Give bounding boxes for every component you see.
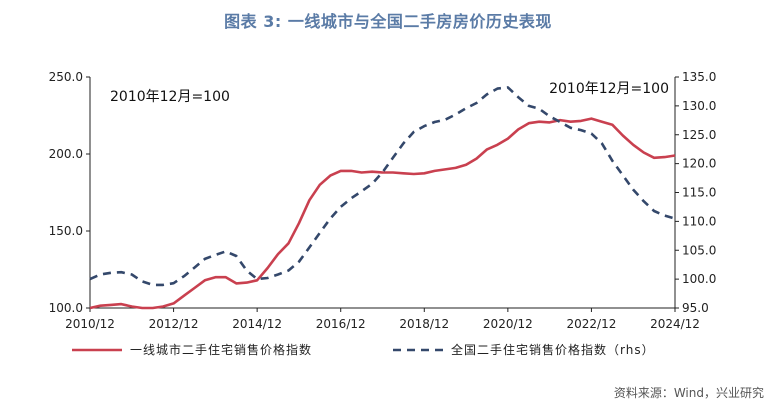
y-left-tick-label: 200.0 — [49, 147, 83, 161]
x-tick-label: 2016/12 — [316, 317, 366, 331]
x-tick-label: 2010/12 — [65, 317, 115, 331]
x-tick-label: 2020/12 — [483, 317, 533, 331]
x-tick-label: 2022/12 — [566, 317, 616, 331]
x-tick-label: 2018/12 — [399, 317, 449, 331]
annotation-left: 2010年12月=100 — [110, 89, 230, 105]
legend-label-0: 一线城市二手住宅销售价格指数 — [130, 342, 312, 357]
y-right-tick-label: 105.0 — [682, 243, 716, 257]
figure-title: 图表 3: 一线城市与全国二手房房价历史表现 — [224, 12, 552, 31]
chart-series-layer — [89, 86, 676, 310]
y-right-tick-label: 110.0 — [682, 214, 716, 228]
y-left-tick-label: 100.0 — [49, 301, 83, 315]
chart-legend: 一线城市二手住宅销售价格指数 全国二手住宅销售价格指数（rhs） — [72, 342, 655, 357]
y-right-tick-label: 125.0 — [682, 128, 716, 142]
x-tick-label: 2012/12 — [149, 317, 199, 331]
source-note: 资料来源：Wind，兴业研究 — [613, 386, 764, 400]
series-line-0 — [89, 117, 676, 310]
x-tick-label: 2024/12 — [650, 317, 700, 331]
chart-axes: 100.0 150.0 200.0 250.0 95.0 100.0 105.0 110.0 1… — [49, 70, 717, 331]
legend-label-1: 全国二手住宅销售价格指数（rhs） — [451, 342, 655, 357]
y-right-tick-label: 100.0 — [682, 272, 716, 286]
y-right-tick-label: 130.0 — [682, 99, 716, 113]
series-line-1 — [89, 86, 676, 287]
y-right-tick-label: 115.0 — [682, 186, 716, 200]
y-left-tick-label: 150.0 — [49, 224, 83, 238]
y-right-tick-label: 135.0 — [682, 70, 716, 84]
x-tick-label: 2014/12 — [232, 317, 282, 331]
y-right-tick-label: 120.0 — [682, 157, 716, 171]
y-right-tick-label: 95.0 — [682, 301, 709, 315]
y-left-tick-label: 250.0 — [49, 70, 83, 84]
annotation-right: 2010年12月=100 — [549, 81, 669, 97]
